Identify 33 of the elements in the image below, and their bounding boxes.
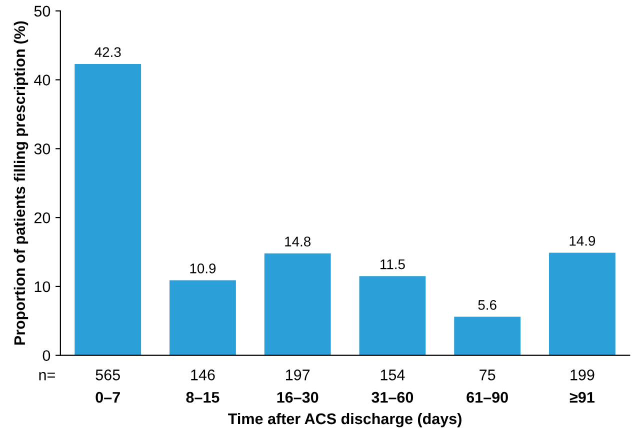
y-axis-title: Proportion of patients filling prescription (%) [14,21,28,345]
x-tick-label: 61–90 [466,392,508,403]
x-axis-title: Time after ACS discharge (days) [228,412,462,428]
x-tick-label: 8–15 [186,392,220,403]
data-label: 10.9 [190,264,216,274]
text: 146 [191,370,215,380]
x-tick-label: 0–7 [96,392,120,403]
data-label: 14.8 [285,236,311,246]
y-tick-label: 10 [34,281,50,292]
text: 197 [286,370,310,380]
text: n= [39,372,55,380]
text: 154 [380,370,405,380]
y-tick-label: 40 [34,74,50,86]
x-tick-label: 31–60 [372,392,414,403]
data-label: 5.6 [478,300,496,310]
data-label: 42.3 [94,47,121,58]
text: 75 [480,370,496,380]
y-tick-label: 0 [42,350,50,362]
data-label: 14.9 [570,236,596,246]
x-tick-label: 16–30 [277,392,318,403]
text: 199 [570,370,594,380]
x-tick-label: ≥91 [570,392,594,403]
bar [549,252,616,356]
bar [359,276,426,356]
data-label: 11.5 [380,260,405,270]
bar [74,64,142,356]
bar [264,253,331,356]
bar [454,316,521,356]
y-tick-label: 20 [34,212,50,224]
y-tick-label: 30 [34,144,50,154]
bar [170,280,236,356]
y-tick-label: 50 [34,6,50,17]
text: 565 [96,370,120,380]
